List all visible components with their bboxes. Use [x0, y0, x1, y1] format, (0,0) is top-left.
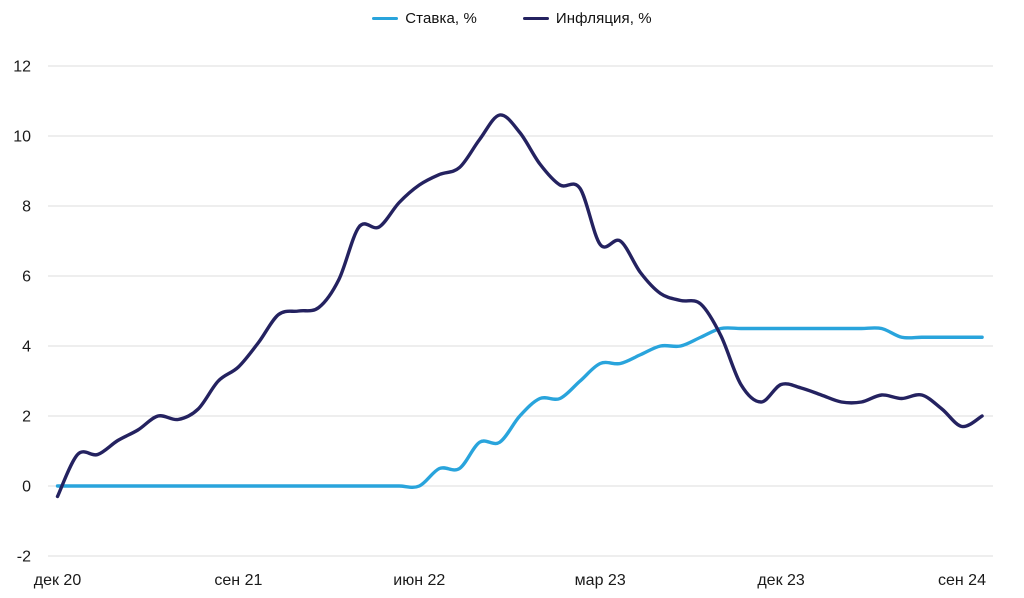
x-tick-label-0: дек 20: [34, 572, 82, 589]
series-line-inflation: [55, 113, 984, 499]
y-tick-label-4: 4: [22, 339, 31, 356]
y-tick-label-8: 8: [22, 199, 31, 216]
x-tick-label-45: сен 24: [938, 572, 986, 589]
x-tick-label-9: сен 21: [214, 572, 262, 589]
y-tick-label-6: 6: [22, 269, 31, 286]
y-tick-label-2: 2: [22, 409, 31, 426]
inflation-line-swatch: [522, 16, 549, 21]
y-tick-label-0: 0: [22, 479, 31, 496]
y-tick-label--2: -2: [17, 549, 31, 566]
x-tick-label-36: дек 23: [757, 572, 805, 589]
x-tick-label-27: мар 23: [575, 572, 626, 589]
y-tick-label-10: 10: [13, 129, 31, 146]
x-tick-label-18: июн 22: [393, 572, 445, 589]
rate-line-swatch: [372, 16, 399, 21]
legend-item-rate[interactable]: Ставка, %: [372, 10, 477, 27]
y-tick-label-12: 12: [13, 59, 31, 76]
legend-label-rate: Ставка, %: [405, 10, 477, 27]
legend: Ставка, % Инфляция, %: [0, 10, 1024, 27]
legend-item-inflation[interactable]: Инфляция, %: [522, 10, 652, 27]
series-line-rate: [55, 326, 984, 489]
legend-label-inflation: Инфляция, %: [555, 10, 652, 27]
